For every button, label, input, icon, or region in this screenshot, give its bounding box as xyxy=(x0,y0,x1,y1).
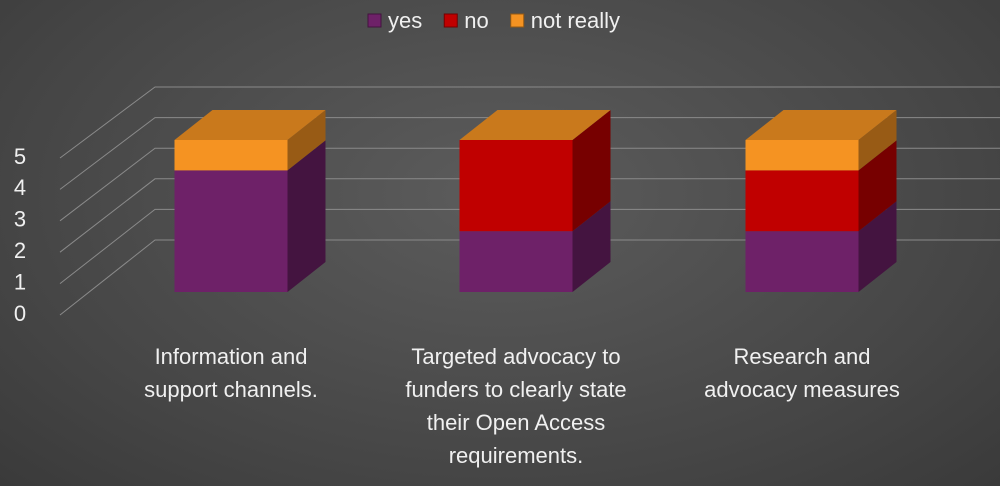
y-tick-label: 3 xyxy=(14,207,26,232)
bar-top xyxy=(459,110,611,140)
legend-swatch xyxy=(510,13,525,28)
grid-line xyxy=(59,178,1000,253)
y-tick-label: 5 xyxy=(14,144,26,169)
bar-side xyxy=(858,110,897,171)
y-tick-label: 0 xyxy=(14,301,26,326)
bar-side xyxy=(572,110,611,232)
bar-side xyxy=(287,110,326,171)
bar-front xyxy=(745,170,859,232)
grid-line xyxy=(59,117,1000,190)
x-tick-label: Research and advocacy measures xyxy=(704,344,900,402)
y-tick-label: 2 xyxy=(14,238,26,263)
grid-line xyxy=(59,147,1000,222)
legend-label: yes xyxy=(388,8,422,33)
bar xyxy=(459,110,611,232)
bar-front xyxy=(174,170,288,292)
bar-side xyxy=(858,201,897,292)
legend-label: no xyxy=(464,8,488,33)
grid-line xyxy=(59,239,1000,316)
bar xyxy=(174,110,326,171)
legend-swatch xyxy=(443,13,458,28)
bar xyxy=(745,201,897,292)
bar-side xyxy=(858,140,897,232)
bar xyxy=(745,140,897,232)
bar-front xyxy=(745,231,859,292)
legend-label: not really xyxy=(531,8,620,33)
x-tick-label: Targeted advocacy to funders to clearly … xyxy=(405,344,627,468)
bar-side xyxy=(287,140,326,292)
bar xyxy=(174,140,326,292)
bar-front xyxy=(174,140,288,171)
x-tick-label: Information and support channels. xyxy=(144,344,318,402)
bar-front xyxy=(745,140,859,171)
y-tick-label: 1 xyxy=(14,269,26,294)
y-tick-label: 4 xyxy=(14,175,26,200)
bar-front xyxy=(459,231,573,292)
bar-top xyxy=(174,110,326,140)
bar-front xyxy=(459,140,573,232)
grid-line xyxy=(59,86,1000,159)
grid-line xyxy=(59,208,1000,284)
bar xyxy=(745,110,897,171)
bar-side xyxy=(572,201,611,292)
bar-top xyxy=(745,110,897,140)
legend-swatch xyxy=(367,13,382,28)
bar xyxy=(459,201,611,292)
